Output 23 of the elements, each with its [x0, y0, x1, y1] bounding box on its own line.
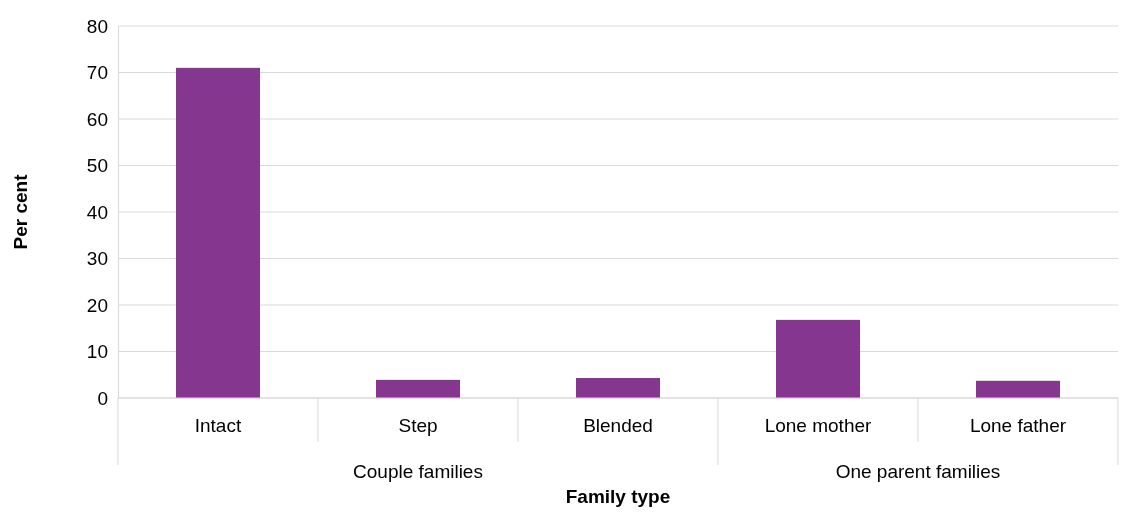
y-tick-label: 80: [86, 15, 108, 37]
y-tick-label: 40: [86, 201, 108, 223]
y-tick-label: 20: [86, 294, 108, 316]
x-axis-title: Family type: [565, 486, 671, 507]
bar: [176, 67, 260, 398]
y-tick-label: 10: [86, 341, 108, 363]
text: Couple families: [353, 461, 483, 482]
bar: [576, 378, 660, 398]
x-tick-label: Lone father: [969, 415, 1067, 436]
y-tick-label: 0: [97, 387, 108, 409]
bar: [376, 379, 460, 398]
x-tick-label: Step: [398, 415, 438, 436]
y-tick-label: 70: [86, 62, 108, 84]
y-tick-label: 30: [86, 248, 108, 270]
x-tick-label: Blended: [583, 415, 653, 436]
y-tick-label: 50: [86, 155, 108, 177]
text: One parent families: [835, 461, 1001, 482]
x-tick-label: Lone mother: [764, 415, 873, 436]
x-tick-label: Intact: [194, 415, 242, 436]
y-tick-label: 60: [86, 108, 108, 130]
y-axis-title: Per cent: [10, 173, 31, 250]
bar: [976, 380, 1060, 398]
bar: [776, 319, 860, 398]
